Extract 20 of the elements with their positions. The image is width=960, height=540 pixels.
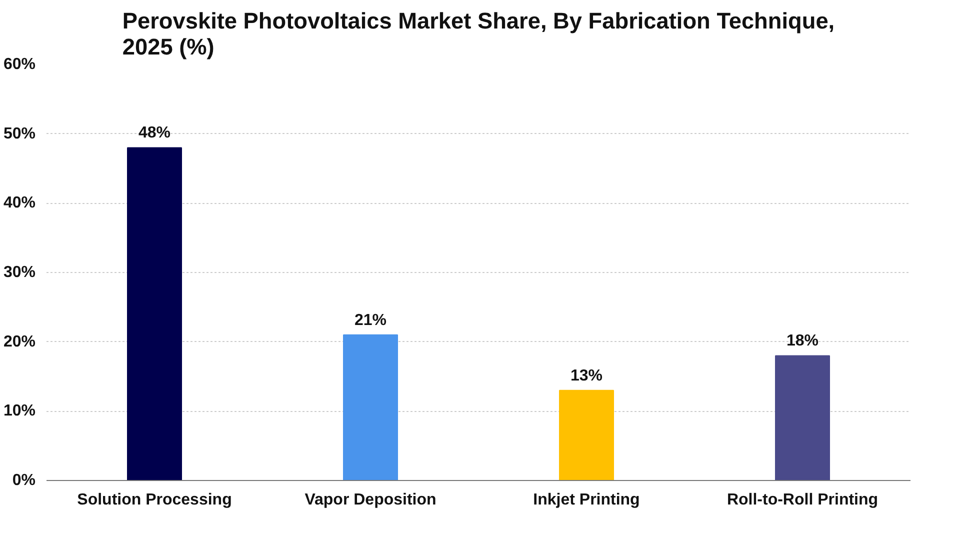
y-tick-label: 50% (3, 125, 36, 142)
data-label: 18% (786, 332, 819, 350)
y-tick-label: 40% (3, 194, 36, 212)
y-tick-label: 0% (12, 472, 36, 489)
x-tick-label: Inkjet Printing (533, 492, 640, 508)
x-tick-label: Solution Processing (77, 492, 232, 508)
data-label: 13% (570, 367, 603, 384)
bar (343, 334, 398, 480)
data-label: 48% (138, 124, 171, 142)
bar (127, 147, 182, 480)
y-tick-label: 20% (3, 333, 36, 350)
chart-title: Perovskite Photovoltaics Market Share, By Fabrication Technique, 2025 (%) (122, 8, 835, 60)
y-tick-label: 10% (3, 402, 36, 420)
data-label: 21% (354, 312, 387, 329)
bar (775, 355, 830, 480)
bar (559, 390, 614, 480)
x-tick-label: Vapor Deposition (304, 492, 436, 508)
y-tick-label: 60% (3, 56, 36, 73)
x-tick-label: Roll-to-Roll Printing (726, 492, 878, 508)
y-tick-label: 30% (3, 264, 36, 281)
